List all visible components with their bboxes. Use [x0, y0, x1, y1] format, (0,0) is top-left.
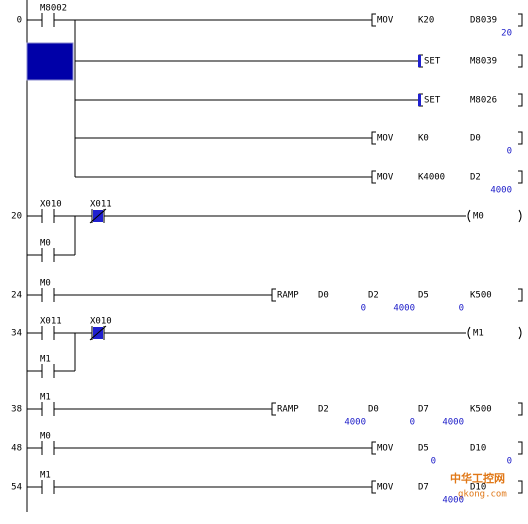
bracket-close [518, 480, 523, 494]
contact-label: M1 [40, 471, 51, 481]
contact-slash [89, 208, 107, 224]
contact-label: M0 [40, 279, 51, 289]
operand: M8026 [470, 96, 497, 106]
coil-close [518, 326, 522, 340]
operand: D5 [418, 444, 429, 454]
operand: D0 [318, 291, 329, 301]
bracket-open [371, 480, 376, 494]
contact-label: M8002 [40, 4, 67, 14]
monitor-value: 4000 [442, 496, 464, 506]
bracket-open [271, 402, 276, 416]
contact-label: X010 [40, 200, 62, 210]
bracket-close [518, 170, 523, 184]
bracket-close [518, 93, 523, 107]
step-number: 38 [11, 405, 22, 415]
bracket-open [371, 441, 376, 455]
set-marker [418, 94, 421, 106]
operand: K20 [418, 16, 434, 26]
bracket-close [518, 288, 523, 302]
operand: D7 [418, 483, 429, 493]
operand: D2 [368, 291, 379, 301]
monitor-value: 0 [410, 418, 415, 428]
instruction: MOV [377, 134, 394, 144]
contact-slash [89, 325, 107, 341]
coil-label: M1 [473, 329, 484, 339]
operand: D2 [470, 173, 481, 183]
step-number: 48 [11, 444, 22, 454]
coil-open [467, 326, 471, 340]
monitor-value: 4000 [393, 304, 415, 314]
instruction: RAMP [277, 291, 299, 301]
monitor-value: 0 [507, 457, 512, 467]
bracket-close [518, 131, 523, 145]
operand: K500 [470, 405, 492, 415]
monitor-value: 20 [501, 29, 512, 39]
bracket-open [371, 170, 376, 184]
bracket-open [371, 13, 376, 27]
instruction: MOV [377, 16, 394, 26]
operand: D5 [418, 291, 429, 301]
step-number: 20 [11, 212, 22, 222]
contact-label: X010 [90, 317, 112, 327]
contact-label: M0 [40, 432, 51, 442]
operand: D7 [418, 405, 429, 415]
operand: D8039 [470, 16, 497, 26]
operand: M8039 [470, 57, 497, 67]
cursor[interactable] [26, 42, 74, 81]
contact-label: M1 [40, 393, 51, 403]
monitor-value: 0 [361, 304, 366, 314]
set-marker [418, 55, 421, 67]
contact-label: M1 [40, 355, 51, 365]
operand: D0 [470, 134, 481, 144]
monitor-value: 0 [431, 457, 436, 467]
operand: K4000 [418, 173, 445, 183]
operand: D10 [470, 483, 486, 493]
operand: D10 [470, 444, 486, 454]
bracket-close [518, 402, 523, 416]
coil-label: M0 [473, 212, 484, 222]
instruction: SET [424, 57, 441, 67]
instruction: MOV [377, 444, 394, 454]
contact-label: M0 [40, 239, 51, 249]
bracket-open [271, 288, 276, 302]
contact-label: X011 [40, 317, 62, 327]
monitor-value: 4000 [344, 418, 366, 428]
instruction: SET [424, 96, 441, 106]
monitor-value: 4000 [442, 418, 464, 428]
monitor-value: 0 [459, 304, 464, 314]
operand: K500 [470, 291, 492, 301]
instruction: MOV [377, 483, 394, 493]
bracket-close [518, 54, 523, 68]
instruction: RAMP [277, 405, 299, 415]
instruction: MOV [377, 173, 394, 183]
step-number: 54 [11, 483, 22, 493]
monitor-value: 4000 [490, 186, 512, 196]
step-number: 0 [17, 16, 22, 26]
watermark-url: gkong.com [458, 490, 507, 500]
bracket-open [371, 131, 376, 145]
bracket-close [518, 13, 523, 27]
watermark-name: 中华工控网 [450, 471, 505, 485]
step-number: 24 [11, 291, 22, 301]
operand: K0 [418, 134, 429, 144]
coil-close [518, 209, 522, 223]
operand: D2 [318, 405, 329, 415]
coil-open [467, 209, 471, 223]
monitor-value: 0 [507, 147, 512, 157]
contact-label: X011 [90, 200, 112, 210]
bracket-close [518, 441, 523, 455]
operand: D0 [368, 405, 379, 415]
step-number: 34 [11, 329, 22, 339]
